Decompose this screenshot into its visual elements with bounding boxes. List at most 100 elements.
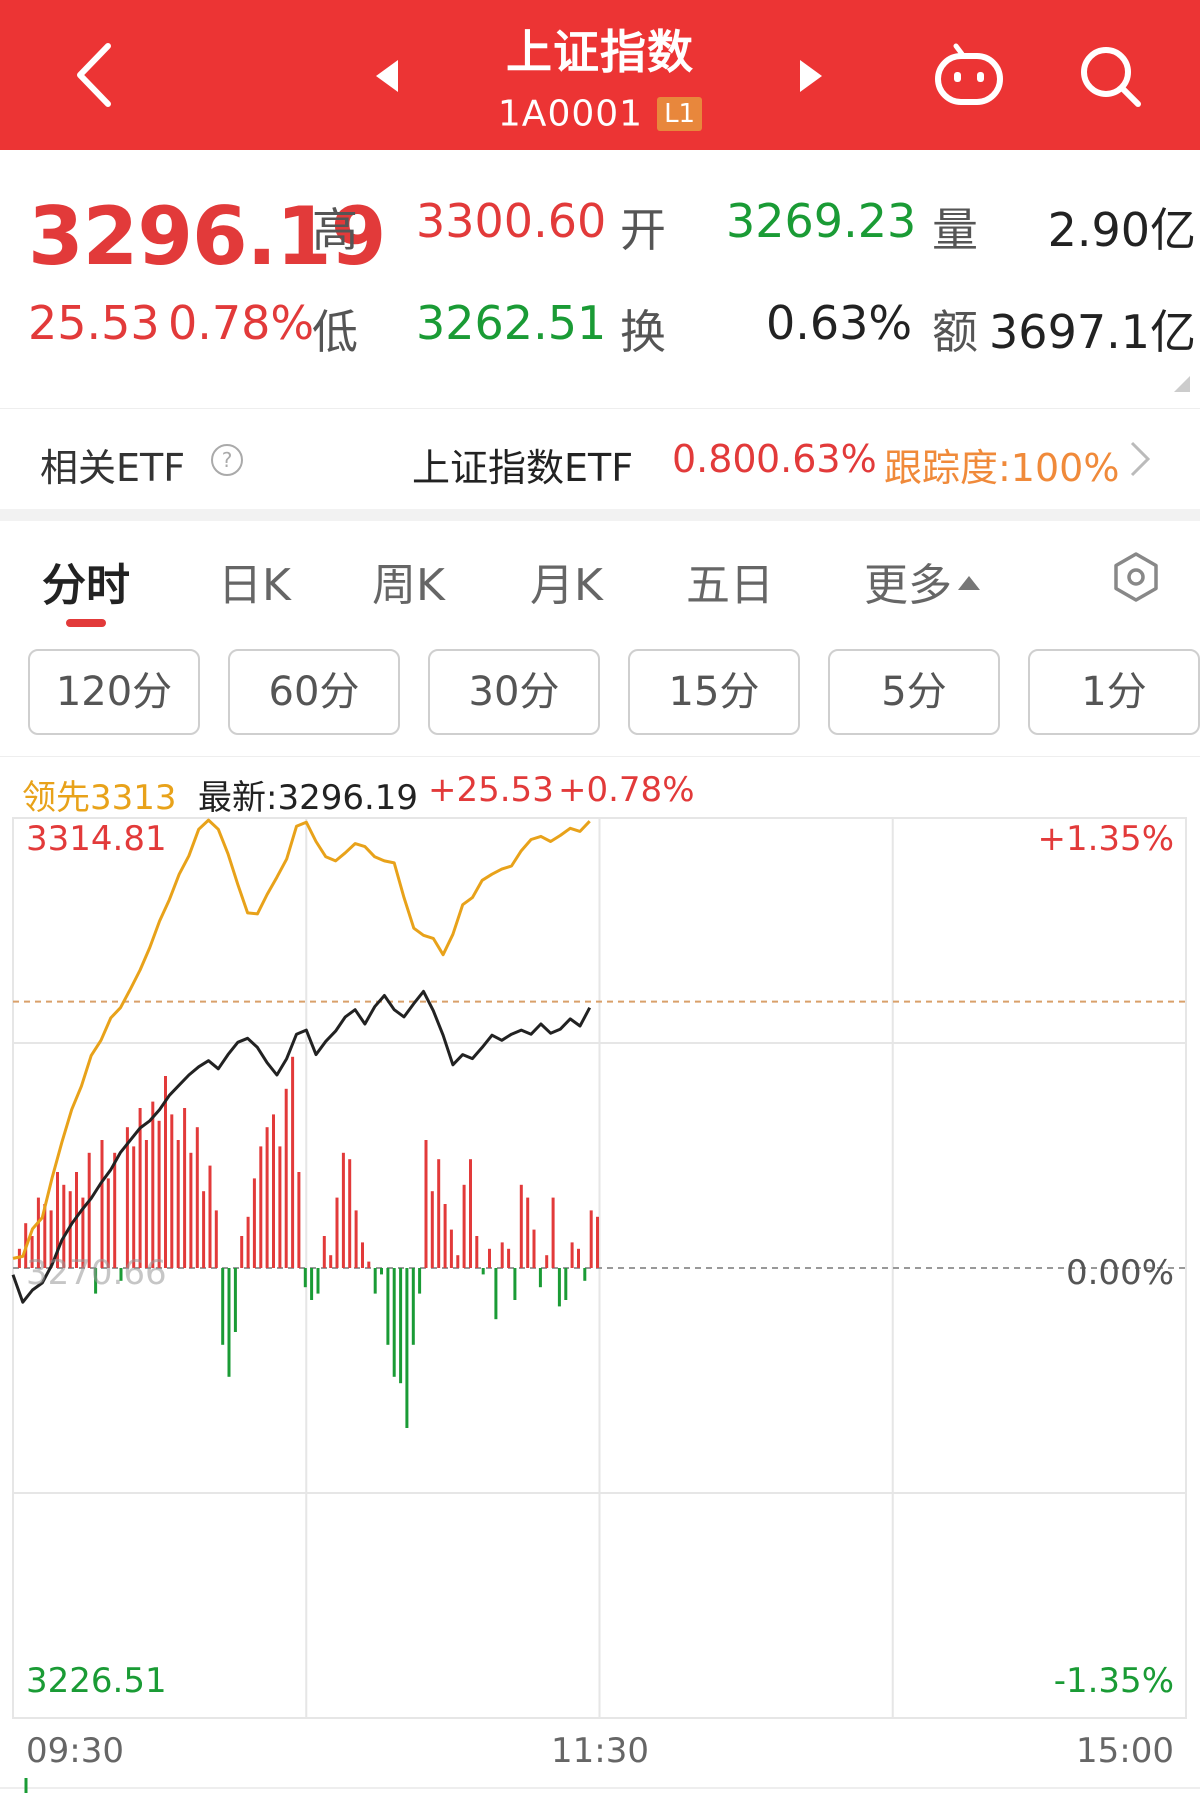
breadth-bar bbox=[500, 1242, 504, 1268]
breadth-bar bbox=[392, 1268, 396, 1377]
leader-value: 领先3313 bbox=[22, 778, 177, 818]
search-icon[interactable] bbox=[1078, 44, 1144, 110]
related-etf-row[interactable]: 相关ETF ? 上证指数ETF 0.80 0.63% 跟踪度:100% bbox=[0, 409, 1200, 509]
tab-weekly-k[interactable]: 周K bbox=[372, 560, 445, 611]
breadth-bar bbox=[424, 1140, 428, 1268]
breadth-bar bbox=[469, 1159, 472, 1268]
interval-1m[interactable]: 1分 bbox=[1028, 649, 1200, 735]
divider bbox=[0, 756, 1200, 757]
breadth-bars bbox=[17, 1056, 599, 1428]
breadth-bar bbox=[62, 1184, 66, 1268]
breadth-bar bbox=[106, 1178, 110, 1268]
divider bbox=[0, 408, 1200, 409]
price-lines bbox=[11, 818, 592, 1304]
stock-code: 1A0001 bbox=[497, 93, 644, 135]
breadth-bar bbox=[189, 1152, 193, 1268]
etf-name: 上证指数ETF bbox=[412, 446, 634, 490]
breadth-bar bbox=[443, 1204, 447, 1268]
chart-grid bbox=[0, 817, 1200, 1793]
tab-monthly-k[interactable]: 月K bbox=[530, 560, 603, 611]
breadth-bar bbox=[164, 1076, 167, 1268]
breadth-bar bbox=[557, 1268, 561, 1307]
breadth-bar bbox=[113, 1152, 117, 1268]
back-icon[interactable] bbox=[70, 40, 122, 110]
latest-value: 最新:3296.19 bbox=[198, 778, 419, 818]
breadth-bar bbox=[284, 1088, 288, 1268]
breadth-bar bbox=[367, 1261, 371, 1268]
chart-tabs: 分时 日K 周K 月K 五日 更多 bbox=[0, 521, 1200, 631]
section-gap bbox=[0, 509, 1200, 521]
tab-five-day[interactable]: 五日 bbox=[686, 560, 774, 611]
breadth-bar bbox=[449, 1229, 453, 1268]
amount-label: 额 bbox=[932, 305, 978, 359]
tab-daily-k[interactable]: 日K bbox=[218, 560, 291, 611]
price-line bbox=[11, 989, 592, 1304]
breadth-bar bbox=[157, 1120, 161, 1268]
triangle-up-icon bbox=[958, 576, 980, 590]
breadth-bar bbox=[526, 1197, 530, 1268]
chevron-right-icon[interactable] bbox=[1128, 439, 1152, 479]
breadth-bar bbox=[335, 1197, 339, 1268]
pct-bottom-label: -1.35% bbox=[1054, 1661, 1174, 1701]
breadth-bar bbox=[316, 1268, 320, 1294]
breadth-bar bbox=[380, 1268, 383, 1275]
settings-icon[interactable] bbox=[1110, 551, 1162, 603]
interval-15m[interactable]: 15分 bbox=[628, 649, 800, 735]
current-price: 3296.19 bbox=[28, 190, 386, 283]
breadth-bar bbox=[144, 1140, 148, 1268]
interval-120m[interactable]: 120分 bbox=[28, 649, 200, 735]
price-change-pct: 0.78% bbox=[168, 296, 315, 350]
intraday-chart[interactable]: 3314.81 +1.35% 3270.66 0.00% 3226.51 -1.… bbox=[0, 812, 1200, 1793]
price-change: 25.53 bbox=[28, 296, 160, 350]
breadth-bar bbox=[176, 1140, 180, 1268]
y-top-label: 3314.81 bbox=[26, 819, 167, 859]
high-label: 高 bbox=[312, 203, 358, 257]
breadth-bar bbox=[125, 1127, 129, 1268]
active-tab-indicator bbox=[66, 619, 106, 627]
breadth-bar bbox=[233, 1268, 237, 1332]
breadth-bar bbox=[411, 1268, 415, 1345]
volume-label: 量 bbox=[932, 203, 978, 257]
prev-icon[interactable] bbox=[370, 56, 404, 96]
svg-text:?: ? bbox=[222, 448, 233, 472]
tab-timeshare[interactable]: 分时 bbox=[42, 560, 130, 611]
help-icon[interactable]: ? bbox=[210, 443, 244, 477]
high-value: 3300.60 bbox=[416, 194, 607, 248]
y-bottom-label: 3226.51 bbox=[26, 1661, 167, 1701]
volume-value: 2.90亿 bbox=[1047, 203, 1196, 257]
pct-top-label: +1.35% bbox=[1038, 819, 1175, 859]
interval-60m[interactable]: 60分 bbox=[228, 649, 400, 735]
breadth-bar bbox=[456, 1255, 460, 1268]
leader-line bbox=[12, 818, 591, 1260]
breadth-bar bbox=[386, 1268, 390, 1345]
low-label: 低 bbox=[312, 305, 358, 359]
breadth-bar bbox=[30, 1236, 34, 1268]
axis-labels: 3314.81 +1.35% 3270.66 0.00% 3226.51 -1.… bbox=[26, 819, 1174, 1771]
robot-icon[interactable] bbox=[932, 42, 1006, 112]
breadth-bar bbox=[208, 1165, 212, 1268]
breadth-bar bbox=[348, 1159, 352, 1268]
breadth-bar bbox=[303, 1268, 307, 1288]
top-bar: 上证指数 1A0001 L1 bbox=[0, 0, 1200, 150]
breadth-bar bbox=[252, 1178, 256, 1268]
breadth-bar bbox=[577, 1248, 580, 1268]
breadth-bar bbox=[373, 1268, 377, 1294]
breadth-bar bbox=[570, 1242, 574, 1268]
breadth-bar bbox=[538, 1268, 542, 1288]
interval-5m[interactable]: 5分 bbox=[828, 649, 1000, 735]
related-etf-label: 相关ETF bbox=[40, 446, 186, 490]
tab-more[interactable]: 更多 bbox=[864, 549, 980, 613]
interval-30m[interactable]: 30分 bbox=[428, 649, 600, 735]
turnover-value: 0.63% bbox=[766, 296, 913, 350]
breadth-bar bbox=[100, 1140, 104, 1268]
expand-handle[interactable] bbox=[1174, 376, 1190, 392]
next-icon[interactable] bbox=[794, 56, 828, 96]
breadth-bar bbox=[405, 1268, 409, 1428]
breadth-bar bbox=[596, 1216, 599, 1268]
breadth-bar bbox=[49, 1210, 53, 1268]
prev-close-label: 3270.66 bbox=[26, 1253, 167, 1293]
breadth-bar bbox=[36, 1197, 40, 1268]
breadth-bar bbox=[151, 1101, 155, 1268]
breadth-bar bbox=[272, 1114, 275, 1268]
breadth-bar bbox=[183, 1108, 187, 1268]
